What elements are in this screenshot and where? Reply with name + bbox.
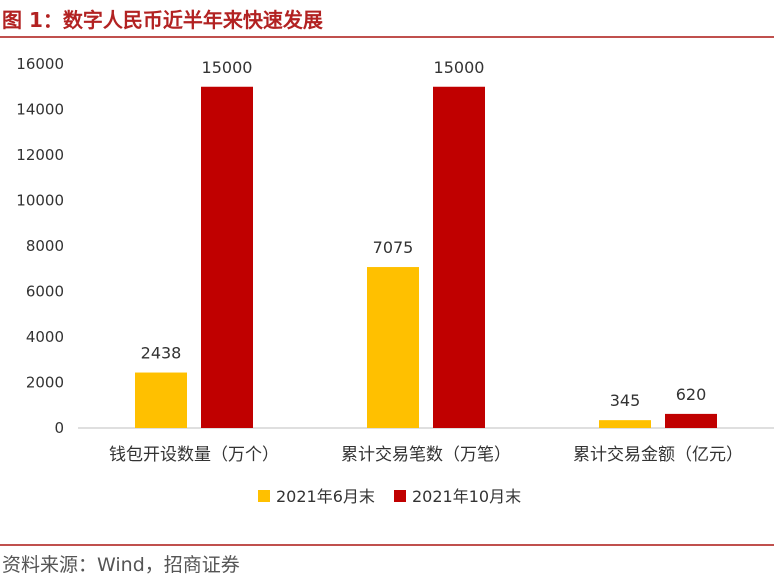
legend-swatch (258, 490, 270, 502)
bar (599, 420, 651, 428)
data-label: 345 (610, 391, 641, 410)
category-labels-group: 钱包开设数量（万个） 累计交易笔数（万笔） 累计交易金额（亿元） (109, 445, 743, 465)
data-label: 15000 (434, 58, 485, 77)
y-tick-label: 6000 (26, 283, 64, 301)
x-category-label: 累计交易笔数（万笔） (341, 445, 511, 465)
y-tick-label: 14000 (16, 101, 64, 119)
y-tick-label: 10000 (16, 192, 64, 210)
legend-swatch (394, 490, 406, 502)
data-label: 15000 (202, 58, 253, 77)
source-note: 资料来源：Wind，招商证券 (2, 554, 240, 576)
y-tick-label: 12000 (16, 146, 64, 164)
bar-chart: 0 2000 4000 6000 8000 10000 12000 14000 16000 24… (16, 55, 774, 506)
legend-label: 2021年6月末 (276, 487, 375, 506)
figure-title: 图 1：数字人民币近半年来快速发展 (2, 8, 323, 32)
data-labels-group: 2438 15000 7075 15000 345 620 (141, 58, 707, 410)
bar (201, 86, 253, 428)
bar (367, 267, 419, 428)
bar (135, 372, 187, 428)
y-tick-label: 4000 (26, 328, 64, 346)
title-divider (0, 36, 774, 38)
legend: 2021年6月末 2021年10月末 (258, 487, 521, 506)
data-label: 2438 (141, 344, 182, 363)
y-tick-label: 16000 (16, 55, 64, 73)
bar (433, 86, 485, 428)
bars-group (135, 86, 717, 428)
y-tick-label: 2000 (26, 374, 64, 392)
y-tick-label: 8000 (26, 237, 64, 255)
footer-divider (0, 544, 774, 546)
data-label: 620 (676, 385, 707, 404)
legend-label: 2021年10月末 (412, 487, 521, 506)
y-axis: 0 2000 4000 6000 8000 10000 12000 14000 16000 (16, 55, 64, 437)
data-label: 7075 (373, 238, 414, 257)
bar (665, 413, 717, 428)
y-tick-label: 0 (54, 419, 64, 437)
x-category-label: 累计交易金额（亿元） (573, 445, 743, 465)
x-category-label: 钱包开设数量（万个） (109, 445, 279, 465)
